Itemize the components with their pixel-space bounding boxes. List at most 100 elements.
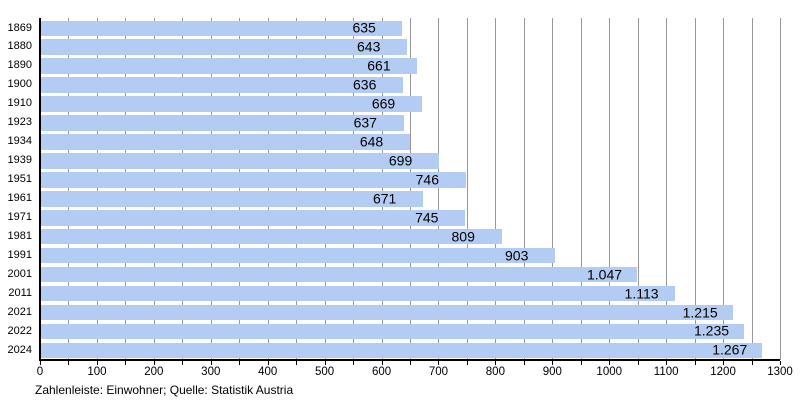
bar: 643 xyxy=(41,39,407,55)
x-axis-tick xyxy=(580,361,582,365)
bar-value-label: 669 xyxy=(371,95,396,112)
bar: 669 xyxy=(41,95,422,112)
bar-value-label: 643 xyxy=(357,38,381,55)
y-axis-category-label: 1900 xyxy=(7,78,32,91)
bar-value-label: 903 xyxy=(505,247,529,264)
y-axis-line xyxy=(39,18,41,361)
gridline xyxy=(267,18,269,360)
bar-value-label: 1.047 xyxy=(586,265,623,282)
x-axis-tick-label: 900 xyxy=(542,366,562,378)
x-axis-tick xyxy=(96,361,98,365)
gridline xyxy=(723,18,725,360)
x-axis-tick xyxy=(780,361,781,365)
y-axis-category-label: 1981 xyxy=(7,229,32,242)
gridline xyxy=(751,18,753,360)
x-axis-tick-label: 1300 xyxy=(767,366,793,378)
gridline xyxy=(68,18,70,360)
x-axis-tick xyxy=(723,361,725,365)
x-axis-tick xyxy=(182,361,184,365)
x-axis-tick xyxy=(751,361,753,365)
bar: 1.113 xyxy=(41,284,675,302)
gridline xyxy=(410,18,411,360)
x-axis-tick xyxy=(125,361,127,365)
x-axis-tick xyxy=(637,361,639,365)
gridline xyxy=(296,18,298,360)
gridline xyxy=(580,18,582,360)
bar: 746 xyxy=(41,171,466,188)
x-axis-tick xyxy=(68,361,70,365)
bar: 636 xyxy=(41,76,404,93)
gridline xyxy=(96,18,98,360)
gridline xyxy=(210,18,212,360)
gridline xyxy=(239,18,241,360)
x-axis-tick xyxy=(552,361,554,365)
bar-value-label: 1.267 xyxy=(712,341,748,358)
x-axis-tick xyxy=(410,361,411,365)
x-axis-tick-label: 300 xyxy=(201,366,221,378)
x-axis-tick xyxy=(694,361,696,365)
x-axis-tick-label: 100 xyxy=(87,366,107,378)
bar: 903 xyxy=(41,247,555,264)
gridline xyxy=(125,18,127,360)
bar-value-label: 745 xyxy=(415,209,439,226)
x-axis-tick-label: 700 xyxy=(428,366,449,378)
bar: 1.047 xyxy=(41,265,637,283)
y-axis-category-label: 2011 xyxy=(8,286,32,299)
bar-value-label: 1.215 xyxy=(682,303,718,320)
bar-value-label: 671 xyxy=(372,190,397,207)
x-axis-tick xyxy=(153,361,155,365)
y-axis-category-label: 2021 xyxy=(7,305,32,318)
bar-value-label: 636 xyxy=(353,76,377,93)
bar-value-label: 699 xyxy=(388,152,413,169)
gridline xyxy=(694,18,696,360)
x-axis-tick xyxy=(296,361,298,365)
bar: 671 xyxy=(41,190,423,207)
y-axis-category-label: 1951 xyxy=(7,173,32,186)
gridline xyxy=(153,18,155,360)
x-axis-tick xyxy=(523,361,525,365)
x-axis-tick xyxy=(466,361,468,365)
y-axis-category-label: 1890 xyxy=(7,59,32,72)
gridline xyxy=(609,18,611,360)
gridline xyxy=(324,18,326,360)
x-axis-tick xyxy=(210,361,212,365)
x-axis-tick xyxy=(609,361,611,365)
y-axis-category-label: 2022 xyxy=(7,324,32,337)
gridline xyxy=(780,18,781,360)
bar: 1.215 xyxy=(41,303,733,321)
y-axis-category-label: 1961 xyxy=(7,192,32,205)
x-axis-tick xyxy=(239,361,241,365)
x-axis-tick-label: 1100 xyxy=(653,366,679,378)
x-axis-tick-label: 500 xyxy=(315,366,335,378)
gridline xyxy=(438,18,440,360)
bar-value-label: 1.235 xyxy=(694,322,730,339)
bar: 637 xyxy=(41,114,404,131)
bar-value-label: 648 xyxy=(359,133,384,150)
x-axis-tick-label: 1200 xyxy=(710,366,736,378)
x-axis-tick xyxy=(40,361,41,365)
x-axis-tick-label: 0 xyxy=(36,366,44,378)
x-axis-tick xyxy=(495,361,497,365)
gridline xyxy=(466,18,468,360)
x-axis-tick xyxy=(381,361,383,365)
y-axis-category-label: 1910 xyxy=(7,97,32,110)
bar-value-label: 637 xyxy=(353,114,377,131)
bar-value-label: 746 xyxy=(415,171,439,188)
x-axis-tick xyxy=(438,361,440,365)
x-axis-tick xyxy=(267,361,269,365)
bar-value-label: 1.113 xyxy=(624,284,659,301)
y-axis-category-label: 1971 xyxy=(7,211,32,223)
x-axis-tick xyxy=(353,361,355,365)
x-axis-tick-label: 800 xyxy=(485,366,505,378)
x-axis-tick-label: 600 xyxy=(371,366,392,378)
x-axis-tick xyxy=(324,361,326,365)
y-axis-category-label: 2001 xyxy=(7,267,32,280)
bar: 661 xyxy=(41,58,418,74)
bar: 1.267 xyxy=(41,341,763,359)
gridline xyxy=(495,18,497,360)
y-axis-category-label: 1880 xyxy=(7,40,32,53)
chart-footer: Zahlenleiste: Einwohner; Quelle: Statist… xyxy=(35,383,294,397)
y-axis-category-label: 1869 xyxy=(7,21,32,34)
y-axis-category-label: 1923 xyxy=(7,116,32,129)
